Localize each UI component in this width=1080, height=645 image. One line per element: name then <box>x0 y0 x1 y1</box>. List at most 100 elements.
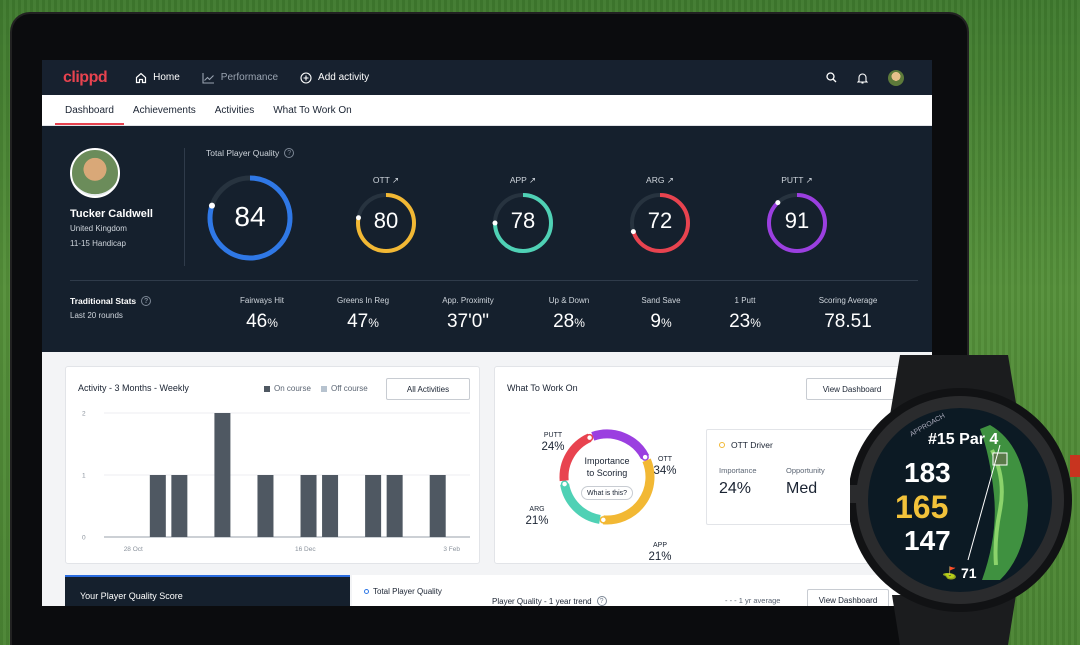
nav-performance[interactable]: Performance <box>202 72 278 84</box>
importance-donut: PUTT 24% OTT 34% APP 21% ARG 21% <box>525 429 677 563</box>
activity-bar[interactable] <box>386 475 403 537</box>
watch-steps-area: ⛳ 71 <box>942 565 977 581</box>
user-avatar[interactable] <box>888 69 904 86</box>
activity-bar[interactable] <box>214 413 231 537</box>
stat-value: 9% <box>650 311 672 332</box>
player-handicap: 11-15 Handicap <box>70 239 126 248</box>
total-player-quality-label: Total Player Quality ? <box>206 148 295 158</box>
help-icon[interactable]: ? <box>141 296 152 306</box>
plus-circle-icon <box>300 71 312 84</box>
total-quality-ring: 84 <box>206 174 294 262</box>
activity-bar[interactable] <box>322 475 339 537</box>
stat-unit: % <box>267 316 278 330</box>
stat-value: 78.51 <box>824 311 872 332</box>
stat-unit: % <box>368 316 379 330</box>
stat-label: App. Proximity <box>442 296 494 305</box>
stat-unit: % <box>750 316 761 330</box>
activity-bar[interactable] <box>149 475 166 537</box>
help-icon[interactable]: ? <box>596 596 607 606</box>
nav-performance-label: Performance <box>220 72 279 83</box>
tab-activities[interactable]: Activities <box>214 104 255 116</box>
stat-4: Sand Save 9% <box>616 296 706 333</box>
what-is-this-button[interactable]: What is this? <box>581 486 633 500</box>
x-tick-label: 16 Dec <box>295 546 316 553</box>
ring-svg <box>492 193 553 253</box>
ring-value: 91 <box>784 208 810 233</box>
quality-ring-0[interactable]: 80 <box>355 192 417 254</box>
opportunity-value: Med <box>786 480 818 497</box>
stat-2: App. Proximity 37'0" <box>423 296 513 333</box>
ring-label: APP ↗ <box>509 175 537 185</box>
top-right-actions <box>826 60 932 95</box>
stat-value: 46% <box>246 311 278 332</box>
trend-label-text: Player Quality - 1 year trend <box>492 596 592 606</box>
donut-center-line1: Importance <box>584 456 630 466</box>
all-activities-button[interactable]: All Activities <box>386 378 470 400</box>
app-screen: clippd Home Performance Add activity Das… <box>42 60 932 606</box>
stat-5: 1 Putt 23% <box>700 296 790 333</box>
legend-on-course: On course <box>264 384 311 393</box>
segment-name: PUTT <box>544 432 563 439</box>
total-ring-arc <box>207 175 293 261</box>
ring-end-dot <box>355 215 361 221</box>
stat-unit: % <box>574 316 585 330</box>
activity-bar[interactable] <box>429 475 446 537</box>
stat-unit: % <box>660 316 672 330</box>
legend-off-course: Off course <box>321 384 368 393</box>
total-player-quality-text: Total Player Quality <box>206 148 280 158</box>
watch-back-distance: 183 <box>904 457 951 488</box>
donut-segment[interactable] <box>560 483 601 524</box>
donut-center-title: Importance to Scoring <box>577 455 637 479</box>
activity-bar[interactable] <box>300 475 317 537</box>
what-to-work-on-title: What To Work On <box>507 383 578 393</box>
search-icon[interactable] <box>826 72 837 83</box>
help-icon[interactable]: ? <box>284 148 295 158</box>
donut-segment[interactable] <box>591 429 650 460</box>
bottom-strip: Total Player Quality Player Quality - 1 … <box>352 575 932 606</box>
stat-3: Up & Down 28% <box>524 296 614 333</box>
chart-line-icon <box>202 72 214 84</box>
traditional-stats-header: Traditional Stats? Last 20 rounds <box>70 296 152 320</box>
ring-end-dot <box>630 229 636 235</box>
player-quality-panel: Tucker Caldwell United Kingdom 11-15 Han… <box>42 126 932 352</box>
quality-ring-2[interactable]: 72 <box>629 192 691 254</box>
bell-icon[interactable] <box>857 72 868 84</box>
opportunity-label: Opportunity <box>786 466 825 475</box>
donut-segment[interactable] <box>602 458 655 525</box>
quality-ring-3[interactable]: 91 <box>766 192 828 254</box>
stat-6: Scoring Average 78.51 <box>803 296 893 333</box>
nav-home[interactable]: Home <box>135 72 180 84</box>
segment-value: 21% <box>525 515 548 527</box>
view-dashboard-button[interactable]: View Dashboard <box>807 589 889 606</box>
smartwatch: APPROACH #15 Par 4 183 165 147 ⛳ 71 <box>848 355 1080 645</box>
quality-ring-1[interactable]: 78 <box>492 192 554 254</box>
segment-name: ARG <box>529 506 544 513</box>
activity-bar[interactable] <box>365 475 382 537</box>
total-pq-label: Total Player Quality <box>373 587 442 596</box>
top-navbar: clippd Home Performance Add activity <box>42 60 932 95</box>
donut-segment[interactable] <box>559 433 592 482</box>
legend-swatch <box>264 385 270 392</box>
watch-hole: #15 Par 4 <box>928 431 999 448</box>
watch-body <box>848 355 1080 645</box>
ring-end-dot <box>492 220 498 226</box>
nav-add-activity-label: Add activity <box>318 72 370 83</box>
segment-end-dot <box>641 453 649 461</box>
tab-what-to-work-on[interactable]: What To Work On <box>273 104 352 116</box>
divider <box>70 280 918 281</box>
activity-bar[interactable] <box>171 475 188 537</box>
stat-1: Greens In Reg 47% <box>318 296 408 333</box>
clippd-logo[interactable]: clippd <box>63 68 108 86</box>
x-tick-label: 3 Feb <box>443 546 460 553</box>
nav-add-activity[interactable]: Add activity <box>300 71 370 84</box>
tab-dashboard[interactable]: Dashboard <box>55 95 124 126</box>
activity-bar[interactable] <box>257 475 274 537</box>
watch-front-distance: 147 <box>904 525 951 556</box>
ring-end-dot <box>208 202 215 209</box>
stat-label: Scoring Average <box>818 296 878 305</box>
traditional-stats-title: Traditional Stats <box>70 296 137 306</box>
tab-achievements[interactable]: Achievements <box>132 104 196 116</box>
dashed-line-icon: - - - <box>725 596 737 605</box>
segment-end-dot <box>560 480 569 488</box>
ring-value: 78 <box>510 208 536 233</box>
